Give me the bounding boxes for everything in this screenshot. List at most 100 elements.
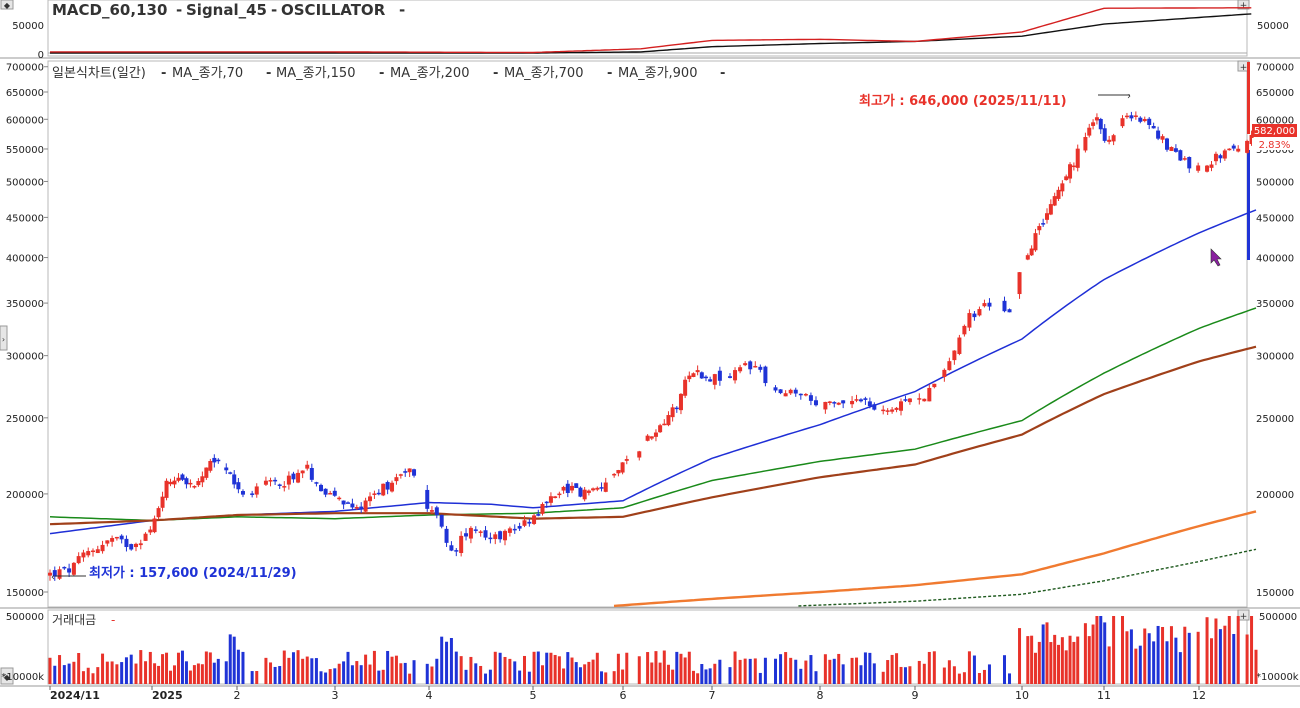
candle xyxy=(110,535,115,547)
candle-body xyxy=(76,556,81,564)
volume-bar xyxy=(1223,625,1227,684)
volume-bar xyxy=(903,667,907,684)
macd-panel-collapse-button[interactable]: ◆ xyxy=(0,0,14,10)
candle xyxy=(1151,122,1156,129)
candle xyxy=(1165,137,1170,152)
candle xyxy=(553,495,558,499)
candle-body xyxy=(208,461,213,471)
sidebar-toggle-handle[interactable]: › xyxy=(0,325,8,351)
volume-bar xyxy=(1250,616,1254,684)
candle-body xyxy=(236,482,241,490)
candle-body xyxy=(932,383,937,388)
candle-body xyxy=(620,462,625,473)
volume-bar xyxy=(67,663,71,684)
candle xyxy=(803,392,808,397)
volume-bar xyxy=(1107,646,1111,684)
volume-bar xyxy=(435,658,439,684)
volume-bar xyxy=(932,651,936,684)
candle-body xyxy=(1245,140,1250,153)
candle xyxy=(332,487,337,497)
candle-body xyxy=(1033,233,1038,251)
candle-body xyxy=(473,529,478,531)
volume-bar xyxy=(208,652,212,684)
candle-body xyxy=(277,484,282,486)
volume-bar xyxy=(394,655,398,684)
candle xyxy=(1083,132,1088,153)
volume-bar xyxy=(859,665,863,684)
candle xyxy=(232,470,237,489)
volume-bar xyxy=(683,657,687,684)
candle xyxy=(71,562,76,577)
ma200-legend: MA_종가,200 xyxy=(390,66,469,81)
volume-bar xyxy=(1091,624,1095,684)
volume-bar xyxy=(508,658,512,684)
volume-bar xyxy=(841,664,845,684)
candle-body xyxy=(385,482,390,490)
volume-bar xyxy=(469,656,473,684)
volume-bar xyxy=(399,663,403,684)
candle-body xyxy=(305,464,310,469)
candle-body xyxy=(1120,118,1125,127)
volume-bar xyxy=(172,665,176,684)
candle xyxy=(449,541,454,552)
candle-body xyxy=(204,467,209,478)
candle xyxy=(398,473,403,479)
volume-bar xyxy=(942,667,946,684)
candle xyxy=(599,482,604,492)
volume-bar xyxy=(1152,641,1156,684)
volume-bar xyxy=(646,652,650,684)
candle xyxy=(591,487,596,492)
candle-body xyxy=(376,492,381,495)
candle-body xyxy=(778,389,783,394)
candle-body xyxy=(841,400,846,404)
x-tick-label: 10 xyxy=(1015,689,1029,702)
candle-body xyxy=(624,459,629,461)
candle xyxy=(176,473,181,483)
volume-panel-expand-button[interactable]: + xyxy=(1237,609,1250,622)
price-tick-left: 600000 xyxy=(6,115,44,126)
candle xyxy=(95,545,100,554)
volume-bar xyxy=(196,663,200,684)
price-tick-right: 400000 xyxy=(1256,254,1294,265)
candle-body xyxy=(1091,122,1096,126)
ma900-legend: MA_종가,900 xyxy=(618,66,697,81)
candle-body xyxy=(444,528,449,543)
volume-bar xyxy=(679,653,683,684)
candle xyxy=(1056,186,1061,201)
candle-body xyxy=(717,370,722,381)
candle-body xyxy=(858,399,863,402)
candle xyxy=(341,500,346,510)
x-tick-label: 3 xyxy=(332,689,339,702)
volume-bar xyxy=(124,657,128,684)
candle-body xyxy=(459,535,464,554)
candle xyxy=(674,406,679,413)
candle-body xyxy=(522,520,527,526)
candle-body xyxy=(100,544,105,552)
candle xyxy=(1071,162,1076,171)
volume-bar xyxy=(604,672,608,684)
price-tick-right: 450000 xyxy=(1256,213,1294,224)
volume-bar xyxy=(342,661,346,684)
volume-bar xyxy=(58,655,62,684)
candle-body xyxy=(570,485,575,491)
candle xyxy=(86,547,91,558)
candle xyxy=(703,375,708,382)
candle-body xyxy=(748,361,753,370)
ma700-color-marker: - xyxy=(493,66,498,81)
x-tick-label: 7 xyxy=(709,689,716,702)
volume-bar xyxy=(232,636,236,684)
candle xyxy=(957,334,962,356)
candle-body xyxy=(863,398,868,400)
candle-body xyxy=(808,395,813,401)
volume-bar xyxy=(595,652,599,684)
volume-panel-toggle-button[interactable]: ◆ xyxy=(0,667,14,685)
macd-panel-expand-button[interactable]: + xyxy=(1237,0,1250,11)
volume-bar xyxy=(1169,626,1173,684)
candle-body xyxy=(90,550,95,553)
volume-bar xyxy=(153,663,157,684)
candle xyxy=(168,478,173,487)
candle xyxy=(1068,162,1073,184)
candle xyxy=(1129,111,1134,122)
candle xyxy=(1213,151,1218,166)
candle xyxy=(507,526,512,537)
